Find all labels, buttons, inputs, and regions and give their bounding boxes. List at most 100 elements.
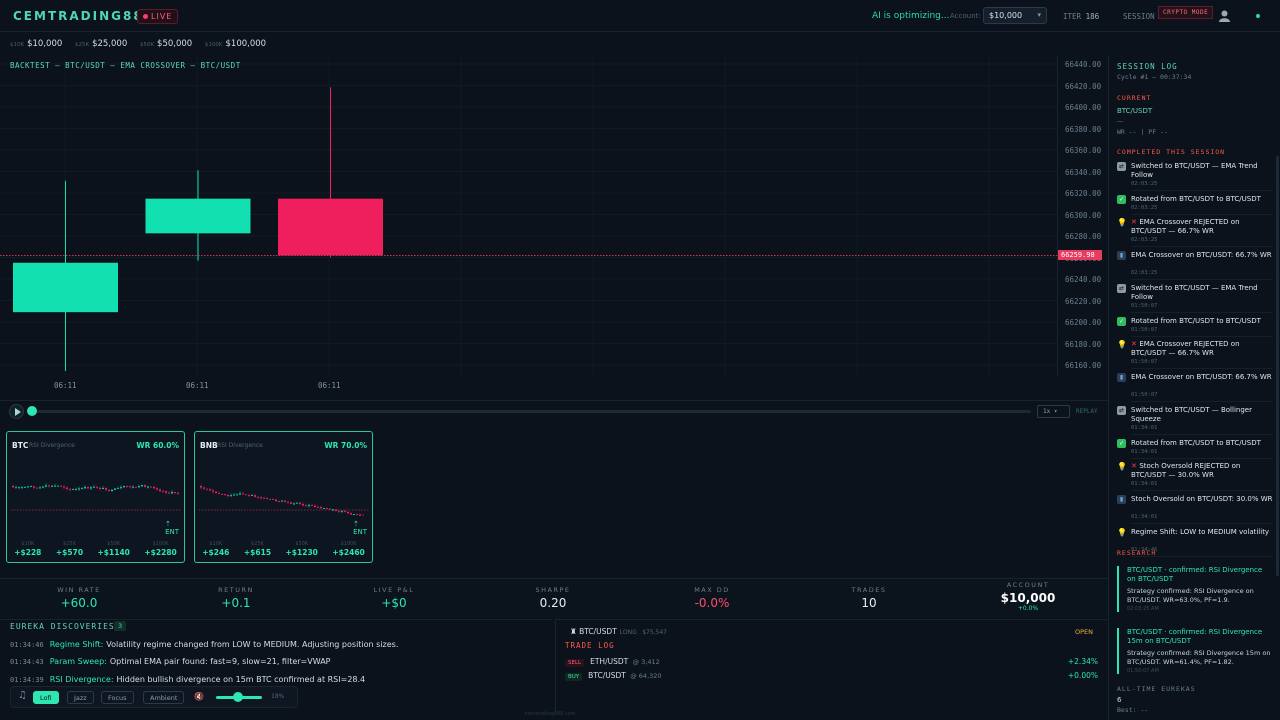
switch-icon: ⇄ <box>1117 406 1126 415</box>
action-timestamp: 01:34:01 <box>1131 449 1158 455</box>
position-symbol: BTC/USDT <box>579 627 617 636</box>
spark-candle <box>51 485 53 487</box>
crypto-mode-badge[interactable]: CRYPTO MODE <box>1158 6 1214 19</box>
open-position[interactable]: ♜ BTC/USDT LONG $75,547 <box>570 627 667 636</box>
chevron-down-icon: ▾ <box>1037 11 1041 19</box>
spark-candle <box>15 487 17 489</box>
chart-title: BACKTEST — BTC/USDT — EMA CROSSOVER — BT… <box>10 61 241 70</box>
spark-candle <box>117 488 119 489</box>
position-side: LONG <box>619 629 637 636</box>
spark-candle <box>168 492 170 494</box>
mute-icon[interactable]: 🔇 <box>194 692 204 701</box>
bulb-icon: 💡 <box>1117 218 1127 227</box>
spark-candle <box>302 504 304 506</box>
spark-candle <box>344 510 346 512</box>
entry-label: ENT <box>165 528 179 536</box>
spark-candle <box>281 500 283 502</box>
spark-candle <box>326 508 328 509</box>
mini-chart-card-bnb[interactable]: BNB RSI Divergence WR 70.0% ⇡ ENT $10K +$2… <box>194 431 373 563</box>
time-label: 06:11 <box>186 381 209 390</box>
candle-body[interactable] <box>13 262 118 313</box>
price-tick: 66200.00 <box>1065 318 1102 327</box>
price-tick: 66320.00 <box>1065 189 1102 198</box>
spark-candle <box>165 491 167 493</box>
action-timestamp: 02:03:25 <box>1131 181 1158 187</box>
music-mode-ambient[interactable]: Ambient <box>143 691 185 704</box>
action-timestamp: 02:03:25 <box>1131 237 1158 243</box>
account-select[interactable]: $10,000 ▾ <box>983 7 1047 24</box>
play-button[interactable] <box>9 404 24 419</box>
spark-candle <box>162 491 164 492</box>
sidebar-scrollbar[interactable] <box>1276 156 1279 576</box>
mini-sparkline <box>199 484 369 516</box>
spark-candle <box>30 486 32 487</box>
music-mode-lofi[interactable]: Lofi <box>33 691 59 704</box>
music-mode-jazz[interactable]: Jazz <box>67 691 94 704</box>
research-item[interactable]: BTC/USDT · confirmed: RSI Divergence on … <box>1117 566 1273 612</box>
eureka-row: 01:34:43 Param Sweep: Optimal EMA pair fou… <box>10 657 331 666</box>
mini-level: $50K +$1140 <box>97 541 130 557</box>
trade-log-panel: ♜ BTC/USDT LONG $75,547 OPEN TRADE LOG SE… <box>555 619 1107 713</box>
spark-candle <box>269 498 271 500</box>
trade-row[interactable]: SELL ETH/USDT @ 3,412 +2.34% <box>565 657 1098 667</box>
spark-candle <box>359 514 361 516</box>
spark-candle <box>350 513 352 515</box>
position-size: $75,547 <box>642 629 667 636</box>
price-tick: 66300.00 <box>1065 210 1102 220</box>
speed-select[interactable]: 1x ▾ <box>1037 405 1070 418</box>
spark-candle <box>159 489 161 492</box>
spark-candle <box>18 487 20 489</box>
spark-candle <box>147 486 149 488</box>
spark-candle <box>317 506 319 508</box>
spark-candle <box>105 488 107 490</box>
spark-candle <box>24 486 26 488</box>
spark-candle <box>90 487 92 489</box>
spark-candle <box>120 487 122 489</box>
reject-icon: ✕ <box>1131 462 1140 470</box>
candle-body[interactable] <box>145 198 251 234</box>
spark-candle <box>123 486 125 488</box>
research-item[interactable]: BTC/USDT · confirmed: RSI Divergence 15m… <box>1117 628 1273 674</box>
volume-handle[interactable] <box>233 692 243 702</box>
spark-candle <box>341 510 343 512</box>
action-text: EMA Crossover on BTC/USDT: 66.7% WR <box>1131 251 1272 259</box>
preset-25k[interactable]: $25K $25,000 <box>74 39 128 49</box>
spark-candle <box>87 487 89 489</box>
speed-value: 1x <box>1043 408 1051 415</box>
replay-timeline[interactable] <box>31 410 1031 413</box>
trade-row[interactable]: BUY BTC/USDT @ 64,320 +0.00% <box>565 671 1098 681</box>
user-avatar-icon[interactable] <box>1218 9 1231 22</box>
switch-icon: ⇄ <box>1117 284 1126 293</box>
preset-100k[interactable]: $100K $100,000 <box>204 39 267 49</box>
price-tick: 66400.00 <box>1065 103 1102 112</box>
spark-candle <box>290 502 292 504</box>
spark-candle <box>141 485 143 487</box>
spark-candle <box>177 492 179 494</box>
entry-label: ENT <box>353 528 367 536</box>
spark-candle <box>278 501 280 502</box>
candle-body[interactable] <box>278 198 383 256</box>
session-label: SESSION <box>1123 12 1155 21</box>
music-mode-focus[interactable]: Focus <box>101 691 134 704</box>
spark-candle <box>209 489 211 491</box>
spark-candle <box>227 494 229 497</box>
iter-value: 186 <box>1085 12 1100 21</box>
spark-candle <box>96 486 98 488</box>
preset-50k[interactable]: $50K $50,000 <box>139 39 193 49</box>
mini-chart-card-btc[interactable]: BTC RSI Divergence WR 60.0% ⇡ ENT $10K +$2… <box>6 431 185 563</box>
spark-candle <box>27 486 29 488</box>
preset-10k[interactable]: $10K $10,000 <box>10 39 63 49</box>
spark-candle <box>72 489 74 491</box>
replay-button[interactable]: REPLAY <box>1076 408 1098 415</box>
spark-candle <box>248 495 250 496</box>
spark-candle <box>200 486 202 488</box>
spark-candle <box>236 494 238 496</box>
session-cycle: Cycle #1 — 00:37:34 <box>1117 73 1192 81</box>
spark-candle <box>60 485 62 487</box>
reject-icon: ✕ <box>1131 340 1140 348</box>
timeline-handle[interactable] <box>27 406 37 416</box>
time-label: 06:11 <box>54 381 77 390</box>
candlestick-chart[interactable] <box>0 56 1057 376</box>
spark-candle <box>114 488 116 490</box>
research-label: RESEARCH <box>1117 549 1157 557</box>
